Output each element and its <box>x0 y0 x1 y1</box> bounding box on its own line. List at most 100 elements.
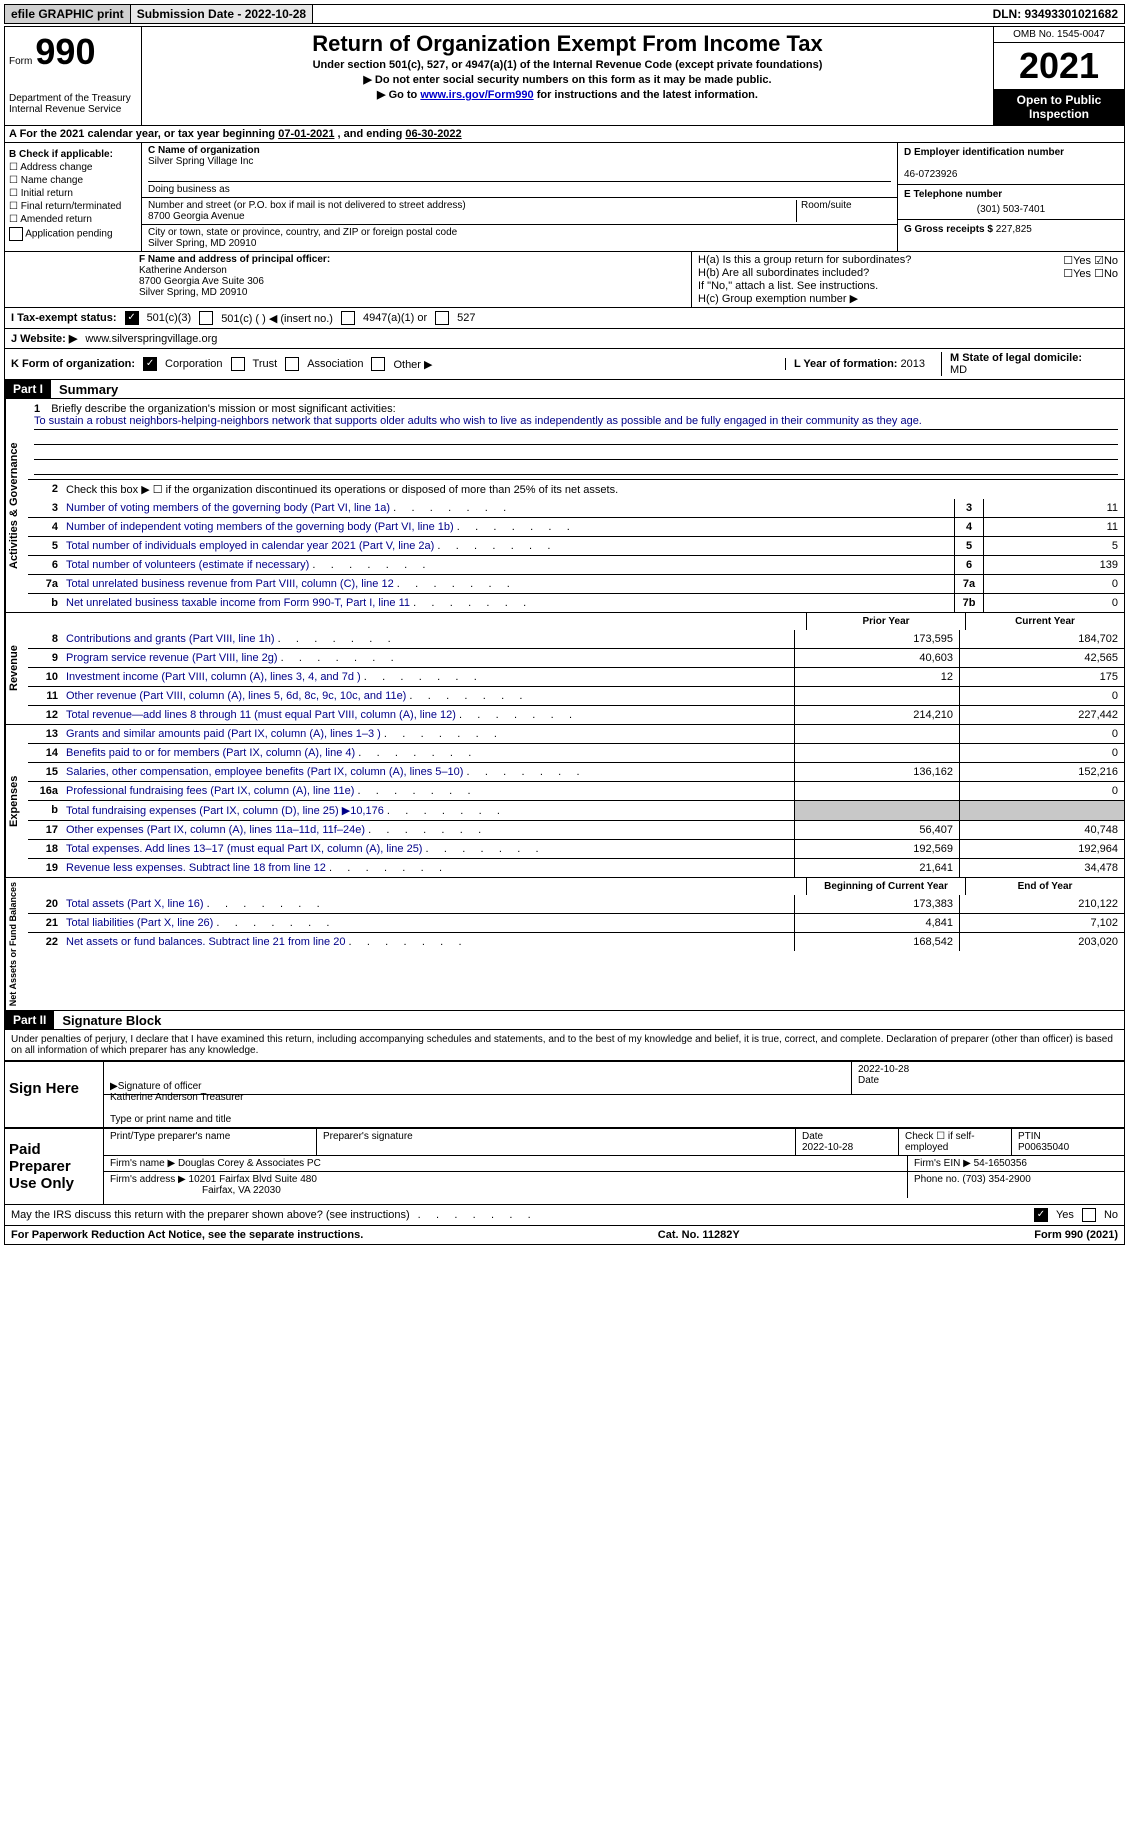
website: www.silverspringvillage.org <box>85 333 217 345</box>
footer-center: Cat. No. 11282Y <box>658 1229 740 1241</box>
ein-cell: D Employer identification number 46-0723… <box>898 143 1124 185</box>
line-j: J Website: ▶ www.silverspringvillage.org <box>5 328 1124 348</box>
check-assoc[interactable] <box>285 357 299 371</box>
begin-year-header: Beginning of Current Year <box>806 878 965 895</box>
declaration: Under penalties of perjury, I declare th… <box>5 1029 1124 1060</box>
year-formation: 2013 <box>901 358 925 370</box>
dba-label: Doing business as <box>148 184 230 195</box>
check-other[interactable] <box>371 357 385 371</box>
line-13: 13 Grants and similar amounts paid (Part… <box>28 725 1124 743</box>
firm-addr2: Fairfax, VA 22030 <box>202 1185 281 1196</box>
line-b-value: 0 <box>983 594 1124 612</box>
netassets-header-row: Beginning of Current Year End of Year <box>28 878 1124 895</box>
line-11-prior <box>794 687 959 705</box>
firm-ein: 54-1650356 <box>974 1158 1027 1169</box>
check-final[interactable]: ☐ Final return/terminated <box>9 201 137 212</box>
discuss-row: May the IRS discuss this return with the… <box>5 1204 1124 1225</box>
line-6: 6 Total number of volunteers (estimate i… <box>28 555 1124 574</box>
line-5: 5 Total number of individuals employed i… <box>28 536 1124 555</box>
section-right: D Employer identification number 46-0723… <box>897 143 1124 251</box>
discuss-yes[interactable]: ✓ <box>1034 1208 1048 1222</box>
officer-addr2: Silver Spring, MD 20910 <box>139 287 247 298</box>
year-end: 06-30-2022 <box>405 128 461 140</box>
section-b-header: B Check if applicable: <box>9 149 137 160</box>
line-16a-current: 0 <box>959 782 1124 800</box>
irs-link[interactable]: www.irs.gov/Form990 <box>420 89 533 101</box>
firm-addr1: 10201 Fairfax Blvd Suite 480 <box>189 1174 317 1185</box>
section-f: F Name and address of principal officer:… <box>5 252 692 307</box>
line-7a: 7a Total unrelated business revenue from… <box>28 574 1124 593</box>
check-501c[interactable] <box>199 311 213 325</box>
domicile-state: MD <box>950 364 967 376</box>
line-19-current: 34,478 <box>959 859 1124 877</box>
check-527[interactable] <box>435 311 449 325</box>
section-h: H(a) Is this a group return for subordin… <box>692 252 1124 307</box>
line-22-current: 203,020 <box>959 933 1124 951</box>
part-2-label: Part II <box>5 1011 54 1029</box>
end-year-header: End of Year <box>965 878 1124 895</box>
discuss-no[interactable] <box>1082 1208 1096 1222</box>
footer: For Paperwork Reduction Act Notice, see … <box>5 1225 1124 1244</box>
header-left: Form 990 Department of the Treasury Inte… <box>5 27 142 125</box>
sign-date: 2022-10-28 <box>858 1064 909 1075</box>
line-10-current: 175 <box>959 668 1124 686</box>
check-trust[interactable] <box>231 357 245 371</box>
line-20: 20 Total assets (Part X, line 16) 173,38… <box>28 895 1124 913</box>
line-8-prior: 173,595 <box>794 630 959 648</box>
part-2-header: Part II Signature Block <box>5 1010 1124 1029</box>
line-21-prior: 4,841 <box>794 914 959 932</box>
line-14-prior <box>794 744 959 762</box>
netassets-section: Net Assets or Fund Balances Beginning of… <box>5 877 1124 1010</box>
phone-value: (301) 503-7401 <box>904 204 1118 215</box>
line-m: M State of legal domicile: MD <box>941 352 1118 376</box>
form-note-1: ▶ Do not enter social security numbers o… <box>146 73 989 86</box>
line-8-current: 184,702 <box>959 630 1124 648</box>
org-city: Silver Spring, MD 20910 <box>148 238 256 249</box>
check-name[interactable]: ☐ Name change <box>9 175 137 186</box>
inspection-label: Open to Public Inspection <box>994 89 1124 125</box>
vlabel-expenses: Expenses <box>5 725 28 877</box>
line-12-current: 227,442 <box>959 706 1124 724</box>
line-8: 8 Contributions and grants (Part VIII, l… <box>28 630 1124 648</box>
line-21-current: 7,102 <box>959 914 1124 932</box>
line-11-current: 0 <box>959 687 1124 705</box>
check-4947[interactable] <box>341 311 355 325</box>
line-18-prior: 192,569 <box>794 840 959 858</box>
section-b: B Check if applicable: ☐ Address change … <box>5 143 142 251</box>
vlabel-revenue: Revenue <box>5 613 28 724</box>
firm-name: Douglas Corey & Associates PC <box>178 1158 321 1169</box>
footer-right: Form 990 (2021) <box>1034 1229 1118 1241</box>
check-initial[interactable]: ☐ Initial return <box>9 188 137 199</box>
phone-cell: E Telephone number (301) 503-7401 <box>898 185 1124 220</box>
line-5-value: 5 <box>983 537 1124 555</box>
line-k-l-m: K Form of organization: ✓ Corporation Tr… <box>5 348 1124 379</box>
line-17-current: 40,748 <box>959 821 1124 839</box>
line-1: 1 Briefly describe the organization's mi… <box>28 399 1124 479</box>
line-6-value: 139 <box>983 556 1124 574</box>
line-9: 9 Program service revenue (Part VIII, li… <box>28 648 1124 667</box>
irs-label: Internal Revenue Service <box>9 104 137 115</box>
part-1-title: Summary <box>51 382 118 397</box>
check-corp[interactable]: ✓ <box>143 357 157 371</box>
check-amended[interactable]: ☐ Amended return <box>9 214 137 225</box>
line-19-prior: 21,641 <box>794 859 959 877</box>
line-10: 10 Investment income (Part VIII, column … <box>28 667 1124 686</box>
line-21: 21 Total liabilities (Part X, line 26) 4… <box>28 913 1124 932</box>
line-i: I Tax-exempt status: ✓ 501(c)(3) 501(c) … <box>5 307 1124 328</box>
check-pending[interactable]: Application pending <box>9 227 137 241</box>
footer-left: For Paperwork Reduction Act Notice, see … <box>11 1229 363 1241</box>
line-20-prior: 173,383 <box>794 895 959 913</box>
line-7a-value: 0 <box>983 575 1124 593</box>
section-b-c-d-e-g: B Check if applicable: ☐ Address change … <box>5 142 1124 251</box>
line-19: 19 Revenue less expenses. Subtract line … <box>28 858 1124 877</box>
line-9-current: 42,565 <box>959 649 1124 667</box>
mission-text: To sustain a robust neighbors-helping-ne… <box>34 415 1118 430</box>
org-address: 8700 Georgia Avenue <box>148 211 245 222</box>
check-501c3[interactable]: ✓ <box>125 311 139 325</box>
part-2-title: Signature Block <box>54 1013 161 1028</box>
line-15: 15 Salaries, other compensation, employe… <box>28 762 1124 781</box>
check-address[interactable]: ☐ Address change <box>9 162 137 173</box>
org-city-row: City or town, state or province, country… <box>142 225 897 251</box>
org-name: Silver Spring Village Inc <box>148 156 253 167</box>
line-16a-prior <box>794 782 959 800</box>
